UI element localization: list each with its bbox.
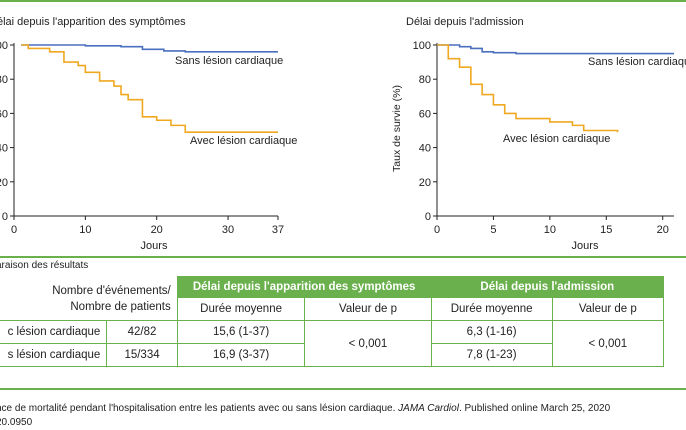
x-tick-label: 10 — [544, 224, 556, 236]
y-tick-label: 80 — [0, 74, 8, 86]
col-p-2: Valeur de p — [551, 297, 665, 321]
x-tick-label: 5 — [490, 224, 496, 236]
chart-2-title: Délai depuis l'admission — [406, 16, 524, 28]
row-label: c lésion cardiaque — [0, 320, 108, 344]
section-title: araison des résultats — [0, 260, 89, 271]
y-tick-label: 0 — [425, 211, 431, 223]
y-tick-label: 0 — [2, 211, 8, 223]
y-tick-label: 40 — [419, 143, 431, 155]
row-label: s lésion cardiaque — [0, 343, 108, 367]
row-mean-symptoms: 16,9 (3-37) — [176, 343, 306, 367]
y-tick-label: 60 — [0, 108, 8, 120]
y-tick-label: 100 — [0, 40, 8, 52]
p-value-admission: < 0,001 — [551, 320, 665, 367]
footnote-journal: JAMA Cardiol — [398, 403, 459, 414]
series-label: Avec lésion cardiaque — [503, 133, 610, 145]
row-events: 42/82 — [106, 320, 178, 344]
x-tick-label: 15 — [600, 224, 612, 236]
y-tick-label: 80 — [419, 74, 431, 86]
group-header-admission: Délai depuis l'admission — [430, 276, 665, 298]
series-line-avec-lesion — [21, 44, 278, 134]
survival-charts: 020406080100010203037JoursSans lésion ca… — [0, 40, 686, 252]
series-label: Avec lésion cardiaque — [190, 135, 297, 147]
series-line-sans-lesion — [21, 44, 278, 53]
series-line-avec-lesion — [437, 44, 619, 133]
footnote-text: nce de mortalité pendant l'hospitalisati… — [0, 403, 396, 414]
footnote-divider — [0, 388, 686, 390]
p-value-symptoms: < 0,001 — [304, 320, 432, 367]
y-tick-label: 60 — [419, 108, 431, 120]
group-header-symptoms: Délai depuis l'apparition des symptômes — [176, 276, 432, 298]
y-axis-label: Taux de survie (%) — [391, 85, 403, 172]
x-tick-label: 10 — [79, 224, 91, 236]
series-label: Sans lésion cardiaque — [175, 55, 283, 67]
col-mean-2: Durée moyenne — [430, 297, 553, 321]
row-mean-admission: 6,3 (1-16) — [430, 320, 553, 344]
footnote-published: . Published online March 25, 2020 — [458, 403, 611, 414]
chart-1-title: élai depuis l'apparition des symptômes — [0, 16, 186, 28]
x-tick-label: 20 — [657, 224, 669, 236]
top-divider — [0, 0, 686, 2]
table-header-row: Nombre d'événements/ Nombre de patients … — [0, 276, 665, 321]
row-events: 15/334 — [106, 343, 178, 367]
x-axis-label: Jours — [572, 240, 599, 252]
table-row: c lésion cardiaque 42/82 15,6 (1-37) < 0… — [0, 320, 665, 367]
results-table: Nombre d'événements/ Nombre de patients … — [0, 276, 665, 367]
x-tick-label: 0 — [434, 224, 440, 236]
events-header-line1: Nombre d'événements/ — [52, 284, 171, 297]
col-p-1: Valeur de p — [304, 297, 432, 321]
footnote: nce de mortalité pendant l'hospitalisati… — [0, 402, 610, 430]
series-line-sans-lesion — [437, 44, 674, 55]
row-mean-admission: 7,8 (1-23) — [430, 343, 553, 367]
x-tick-label: 37 — [272, 224, 284, 236]
table-row: s lésion cardiaque 15/334 16,9 (3-37) 7,… — [0, 343, 664, 367]
x-tick-label: 20 — [151, 224, 163, 236]
y-tick-label: 20 — [419, 177, 431, 189]
section-divider — [0, 256, 686, 258]
x-axis-label: Jours — [141, 240, 168, 252]
y-tick-label: 20 — [0, 177, 8, 189]
x-tick-label: 0 — [11, 224, 17, 236]
footnote-doi: 20.0950 — [0, 417, 33, 428]
x-tick-label: 30 — [222, 224, 234, 236]
row-mean-symptoms: 15,6 (1-37) — [176, 320, 306, 344]
y-tick-label: 40 — [0, 143, 8, 155]
col-mean-1: Durée moyenne — [176, 297, 306, 321]
y-tick-label: 100 — [413, 40, 431, 52]
series-label: Sans lésion cardiaque — [588, 56, 686, 68]
events-header-line2: Nombre de patients — [70, 300, 171, 313]
events-header: Nombre d'événements/ Nombre de patients — [0, 276, 178, 321]
